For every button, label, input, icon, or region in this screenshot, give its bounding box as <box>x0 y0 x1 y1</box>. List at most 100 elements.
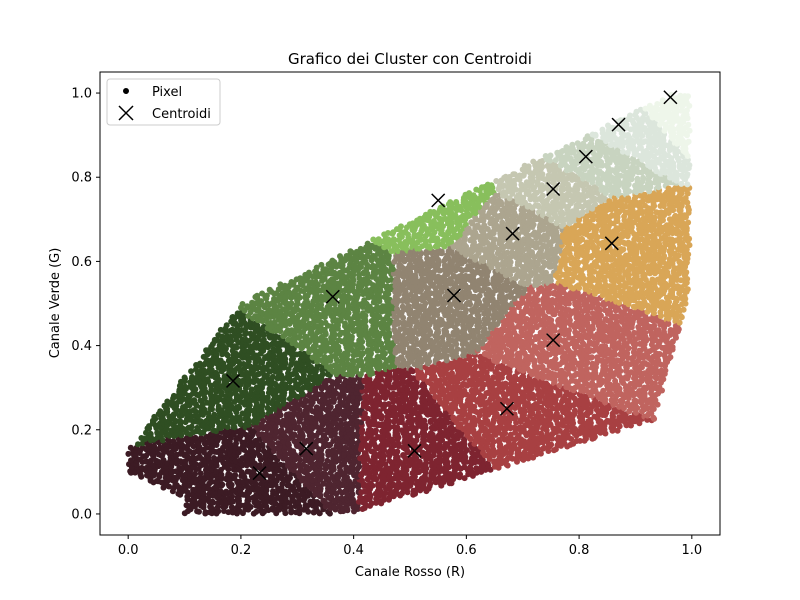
pixel-point <box>362 410 368 417</box>
pixel-point <box>182 471 189 478</box>
pixel-point <box>138 435 145 441</box>
pixel-point <box>226 396 233 402</box>
pixel-point <box>291 318 298 325</box>
pixel-scatter <box>125 91 693 517</box>
pixel-point <box>335 337 342 344</box>
pixel-point <box>218 471 225 478</box>
pixel-point <box>295 424 302 431</box>
pixel-point <box>429 431 436 438</box>
pixel-point <box>204 376 211 383</box>
pixel-point <box>403 327 410 334</box>
pixel-point <box>290 418 297 425</box>
pixel-point <box>135 441 141 448</box>
pixel-point <box>192 470 199 477</box>
pixel-point <box>376 313 383 320</box>
pixel-point <box>213 337 220 343</box>
pixel-point <box>297 323 303 330</box>
pixel-point <box>288 300 295 307</box>
pixel-point <box>420 222 427 229</box>
pixel-point <box>259 431 265 438</box>
pixel-point <box>337 253 343 260</box>
pixel-point <box>258 407 265 414</box>
pixel-point <box>154 430 161 437</box>
pixel-point <box>235 495 242 502</box>
pixel-point <box>201 367 208 374</box>
pixel-point <box>461 464 468 471</box>
pixel-point <box>232 472 239 479</box>
pixel-point <box>282 381 289 388</box>
pixel-point <box>232 320 239 327</box>
pixel-point <box>416 458 423 465</box>
pixel-point <box>294 393 301 400</box>
pixel-point <box>213 468 220 475</box>
pixel-point <box>267 481 274 488</box>
pixel-point <box>362 312 369 319</box>
pixel-point <box>262 471 269 478</box>
pixel-point <box>240 491 247 498</box>
pixel-point <box>191 498 198 504</box>
pixel-point <box>403 340 410 347</box>
pixel-point <box>205 485 212 492</box>
pixel-point <box>233 350 240 357</box>
pixel-point <box>260 448 267 454</box>
pixel-point <box>294 374 301 381</box>
pixel-point <box>235 403 242 410</box>
pixel-point <box>322 337 329 344</box>
pixel-point <box>236 365 243 372</box>
pixel-point <box>259 309 265 316</box>
pixel-point <box>182 451 189 458</box>
pixel-point <box>367 492 374 499</box>
pixel-point <box>191 397 198 404</box>
pixel-point <box>253 401 260 407</box>
pixel-point <box>187 448 193 455</box>
pixel-point <box>137 471 144 478</box>
pixel-point <box>243 329 250 336</box>
pixel-point <box>294 306 301 313</box>
pixel-point <box>190 407 197 414</box>
pixel-point <box>349 357 356 364</box>
pixel-point <box>281 389 288 396</box>
pixel-point <box>358 383 365 390</box>
pixel-point <box>348 333 355 340</box>
pixel-point <box>408 367 415 374</box>
pixel-point <box>157 408 164 415</box>
pixel-point <box>160 457 167 463</box>
pixel-point <box>228 333 234 340</box>
pixel-point <box>228 390 235 397</box>
pixel-point <box>264 394 271 401</box>
pixel-point <box>461 360 468 367</box>
pixel-point <box>366 279 373 286</box>
pixel-point <box>237 398 243 405</box>
pixel-point <box>205 410 212 417</box>
pixel-point <box>474 222 481 229</box>
pixel-point <box>294 411 301 418</box>
pixel-point <box>282 495 289 502</box>
pixel-point <box>465 225 472 232</box>
pixel-point <box>196 453 203 460</box>
pixel-point <box>296 407 303 413</box>
pixel-point <box>290 448 297 455</box>
pixel-point <box>197 470 204 477</box>
pixel-point <box>426 243 433 250</box>
pixel-point <box>358 252 365 259</box>
pixel-point <box>222 345 229 352</box>
pixel-point <box>235 358 242 365</box>
pixel-point <box>177 458 184 465</box>
pixel-point <box>322 471 329 478</box>
pixel-point <box>170 438 177 445</box>
pixel-point <box>254 485 261 492</box>
pixel-point <box>322 319 329 326</box>
pixel-point <box>196 508 202 515</box>
pixel-point <box>178 471 185 478</box>
pixel-point <box>127 444 134 451</box>
pixel-point <box>245 374 252 381</box>
pixel-point <box>268 288 275 295</box>
pixel-point <box>265 360 272 367</box>
pixel-point <box>192 434 199 441</box>
pixel-point <box>263 491 270 498</box>
pixel-point <box>357 245 364 252</box>
pixel-point <box>147 430 154 437</box>
pixel-point <box>223 417 230 424</box>
pixel-point <box>471 403 478 410</box>
